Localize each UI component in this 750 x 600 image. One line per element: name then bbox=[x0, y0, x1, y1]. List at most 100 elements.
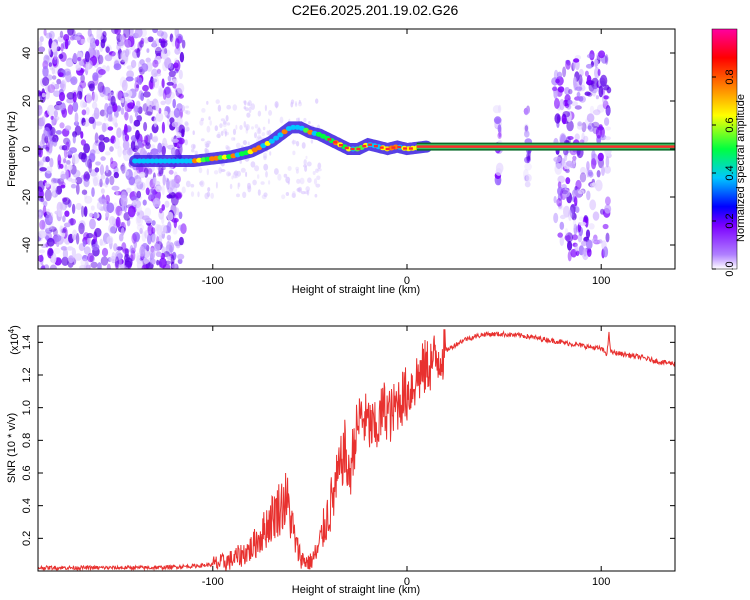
spectral-noise-blob bbox=[263, 163, 269, 171]
spectral-noise-blob bbox=[292, 139, 295, 146]
spectral-noise-blob bbox=[290, 99, 295, 105]
spectral-noise-blob bbox=[146, 104, 154, 117]
spectral-noise-blob bbox=[53, 247, 61, 254]
spectral-noise-blob bbox=[150, 148, 159, 156]
spectral-noise-blob bbox=[587, 248, 592, 257]
spectral-noise-blob bbox=[71, 153, 80, 164]
spectral-noise-blob bbox=[292, 150, 296, 156]
spectral-noise-blob bbox=[262, 126, 266, 131]
spectral-noise-blob bbox=[38, 249, 46, 254]
spectral-noise-blob bbox=[556, 198, 563, 207]
ridge-peak-mark bbox=[333, 141, 338, 144]
spectral-noise-blob bbox=[553, 156, 562, 163]
spectral-noise-blob bbox=[199, 119, 204, 126]
spectral-noise-blob bbox=[168, 169, 174, 175]
spectral-noise-blob bbox=[567, 240, 573, 251]
spectral-noise-blob bbox=[110, 157, 114, 165]
spectral-noise-blob bbox=[235, 142, 241, 149]
spectral-noise-blob bbox=[268, 110, 273, 116]
spectral-noise-blob bbox=[41, 92, 46, 98]
spectral-noise-blob bbox=[52, 178, 61, 184]
spectral-noise-blob bbox=[206, 100, 209, 105]
spectral-noise-blob bbox=[113, 63, 122, 71]
spectral-noise-blob bbox=[308, 121, 311, 125]
page-title: C2E6.2025.201.19.02.G26 bbox=[291, 2, 459, 18]
spectrogram-y-ticks: -40 -20 0 20 40 bbox=[21, 47, 675, 253]
spectral-noise-blob bbox=[47, 84, 56, 94]
spectral-noise-blob bbox=[91, 243, 100, 251]
ridge-peak-mark bbox=[339, 144, 343, 147]
spectral-noise-blob bbox=[586, 75, 592, 86]
spectral-noise-blob bbox=[310, 139, 314, 144]
spectral-noise-blob bbox=[38, 211, 42, 218]
spectral-noise-blob bbox=[277, 173, 282, 181]
spectral-noise-blob bbox=[77, 56, 82, 62]
spectral-noise-blob bbox=[160, 224, 167, 235]
spectral-noise-blob bbox=[133, 145, 140, 150]
spectral-noise-blob bbox=[191, 148, 195, 153]
spectral-noise-blob bbox=[217, 104, 222, 112]
spectral-noise-blob bbox=[553, 196, 557, 204]
spectral-noise-blob bbox=[120, 107, 125, 115]
spectrogram-y-axis-label: Frequency (Hz) bbox=[6, 111, 18, 187]
spectral-noise-blob bbox=[604, 165, 611, 174]
spectral-noise-blob bbox=[92, 92, 99, 103]
spectral-noise-blob bbox=[239, 159, 242, 164]
spectral-noise-blob bbox=[80, 139, 86, 146]
spectral-noise-blob bbox=[101, 247, 109, 257]
spectral-noise-blob bbox=[150, 144, 156, 150]
spectral-noise-blob bbox=[572, 234, 578, 241]
spectral-noise-blob bbox=[75, 233, 80, 245]
spectral-noise-blob bbox=[317, 162, 322, 170]
spectral-noise-blob bbox=[117, 145, 122, 158]
spectral-noise-blob bbox=[559, 214, 566, 220]
spectral-noise-blob bbox=[578, 96, 584, 102]
spectral-noise-blob bbox=[126, 70, 134, 79]
spectral-noise-blob bbox=[105, 211, 110, 219]
spectral-noise-blob bbox=[250, 161, 256, 168]
spectral-noise-blob bbox=[232, 104, 238, 111]
spectral-noise-blob bbox=[111, 251, 116, 262]
spectral-noise-blob bbox=[88, 116, 95, 124]
spectral-noise-blob bbox=[602, 246, 609, 258]
spectral-noise-blob bbox=[566, 160, 573, 167]
ridge-peak-mark bbox=[385, 147, 390, 151]
spectral-noise-blob bbox=[155, 102, 160, 112]
spectral-noise-blob bbox=[143, 121, 148, 132]
spectral-noise-blob bbox=[268, 180, 271, 185]
spectral-noise-blob bbox=[204, 147, 208, 154]
spectral-noise-blob bbox=[116, 127, 122, 138]
snr-y-multiplier: (x104) bbox=[7, 325, 21, 355]
spectral-noise-blob bbox=[146, 98, 151, 107]
spectral-noise-blob bbox=[294, 101, 298, 106]
spectral-noise-blob bbox=[74, 125, 82, 136]
ridge-point bbox=[290, 124, 297, 130]
spectral-noise-blob bbox=[124, 111, 129, 121]
spectral-noise-blob bbox=[136, 47, 141, 58]
ridge-peak-mark bbox=[379, 146, 384, 149]
spectral-noise-blob bbox=[192, 130, 195, 135]
y-tick-label: 40 bbox=[21, 47, 33, 59]
spectral-noise-blob bbox=[128, 176, 136, 186]
spectral-noise-blob bbox=[108, 215, 116, 226]
spectral-noise-blob bbox=[141, 264, 149, 269]
y-tick-label: 1.2 bbox=[21, 367, 33, 382]
spectral-noise-blob bbox=[296, 140, 300, 147]
spectral-noise-blob bbox=[70, 183, 77, 189]
tone-band-core bbox=[416, 145, 675, 148]
spectral-noise-blob bbox=[291, 193, 296, 198]
spectral-noise-blob bbox=[45, 235, 50, 240]
spectral-noise-blob bbox=[178, 211, 183, 220]
spectral-noise-blob bbox=[72, 169, 81, 178]
spectral-noise-blob bbox=[574, 133, 580, 141]
spectral-noise-blob bbox=[588, 83, 595, 92]
spectral-noise-blob bbox=[178, 236, 184, 246]
spectral-noise-blob bbox=[107, 126, 114, 131]
spectral-noise-blob bbox=[166, 234, 172, 241]
spectral-noise-blob bbox=[233, 137, 236, 141]
spectral-noise-blob bbox=[251, 126, 254, 130]
spectral-noise-blob bbox=[254, 132, 257, 139]
spectral-noise-blob bbox=[200, 117, 205, 122]
spectral-noise-blob bbox=[592, 211, 600, 221]
